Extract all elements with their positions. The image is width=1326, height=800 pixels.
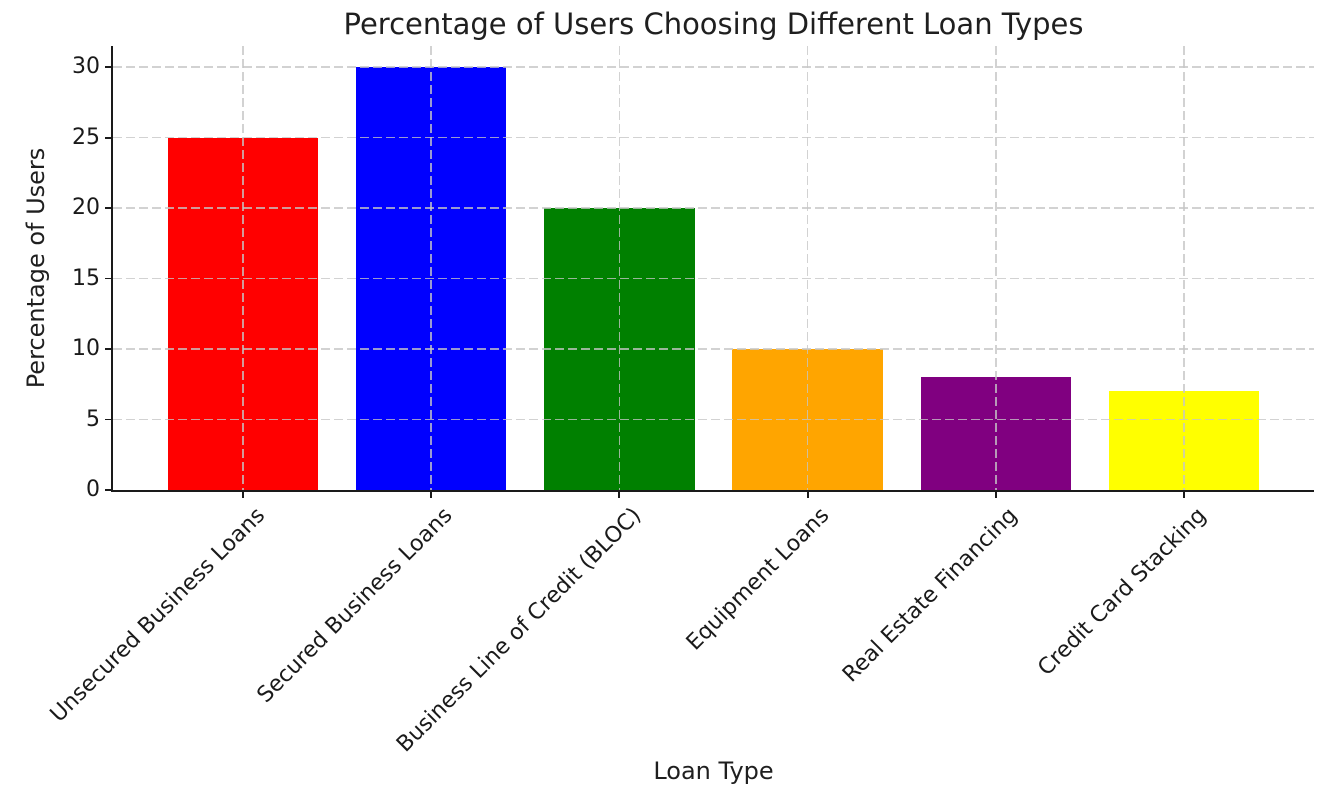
x-tick-label: Credit Card Stacking [1032,503,1211,681]
y-tick-mark [105,136,113,139]
x-tick-mark [994,491,997,498]
chart-title: Percentage of Users Choosing Different L… [343,7,1084,41]
x-gridline [618,46,621,490]
x-tick-mark [430,491,433,498]
x-axis-label: Loan Type [653,757,774,785]
y-tick-mark [105,348,113,350]
x-tick-label: Unsecured Business Loans [45,503,270,728]
x-tick-mark [1183,491,1185,498]
x-tick-mark [241,491,244,498]
y-gridline [113,66,1314,68]
y-gridline [113,136,1314,139]
y-axis-spine [111,46,113,492]
y-tick-label: 10 [72,336,100,362]
x-gridline [430,46,432,490]
y-gridline [113,277,1314,280]
y-tick-mark [105,489,113,491]
y-tick-label: 25 [72,124,100,150]
y-tick-label: 0 [86,477,100,502]
y-gridline [113,207,1314,209]
x-gridline [1183,46,1185,490]
y-tick-mark [105,277,113,280]
y-tick-mark [105,207,113,209]
x-tick-label: Equipment Loans [681,503,835,656]
y-tick-mark [105,66,113,69]
x-tick-label: Real Estate Financing [838,503,1023,688]
x-axis-spine [111,490,1314,492]
x-gridline [806,46,809,490]
x-tick-mark [806,491,809,498]
y-tick-label: 20 [72,195,100,221]
x-gridline [995,46,997,490]
y-tick-label: 15 [72,265,100,291]
y-tick-mark [105,418,113,421]
x-gridline [242,46,244,490]
y-tick-label: 30 [72,54,100,80]
y-tick-label: 5 [86,406,100,432]
y-gridline [113,348,1314,350]
x-tick-mark [618,491,621,498]
y-gridline [113,418,1314,421]
x-tick-label: Secured Business Loans [252,503,458,708]
